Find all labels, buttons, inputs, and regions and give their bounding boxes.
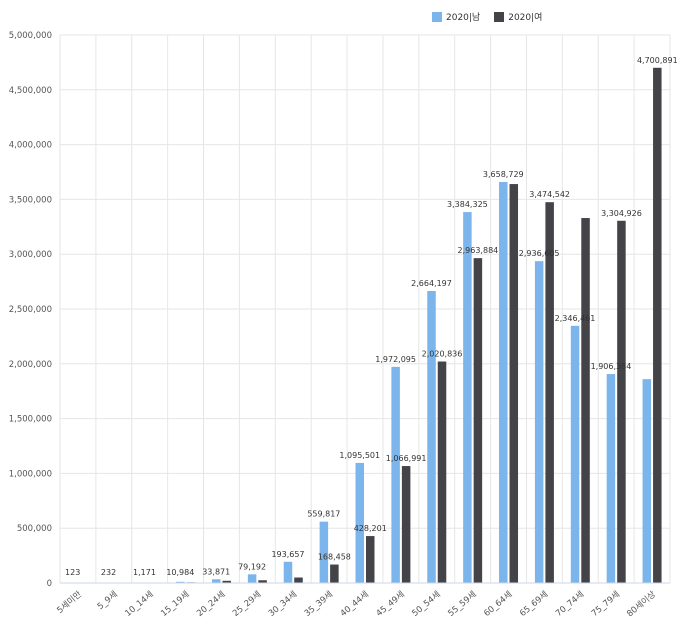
- x-tick-label: 70_74세: [554, 590, 586, 619]
- bar-female[interactable]: [509, 184, 519, 583]
- y-tick-label: 5,000,000: [9, 31, 52, 41]
- data-label: 3,384,325: [447, 200, 488, 209]
- y-tick-label: 3,000,000: [9, 250, 52, 260]
- y-tick-label: 2,500,000: [9, 305, 52, 315]
- bar-female[interactable]: [653, 67, 662, 583]
- x-tick-label: 40_44세: [339, 590, 371, 619]
- data-label: 428,201: [354, 524, 387, 533]
- data-label: 232: [101, 568, 116, 577]
- x-tick-label: 10_14세: [123, 590, 155, 619]
- y-tick-label: 0: [47, 579, 52, 589]
- data-label: 193,657: [271, 550, 304, 559]
- bar-female[interactable]: [222, 580, 231, 583]
- x-tick-label: 15_19세: [159, 590, 191, 619]
- legend-label-male: 2020|남: [446, 13, 481, 23]
- bar-female[interactable]: [294, 577, 303, 583]
- y-tick-label: 1,000,000: [9, 469, 52, 479]
- bar-male[interactable]: [463, 212, 472, 583]
- bar-male[interactable]: [355, 462, 365, 583]
- bar-female[interactable]: [617, 220, 626, 584]
- data-label: 2,936,605: [519, 249, 560, 258]
- bar-female[interactable]: [437, 361, 447, 583]
- data-label: 3,474,542: [529, 190, 570, 199]
- bar-male[interactable]: [176, 581, 185, 583]
- x-tick-label: 55_59세: [446, 590, 478, 619]
- data-label: 2,346,461: [555, 314, 596, 323]
- data-label: 1,066,991: [386, 454, 427, 463]
- bar-male[interactable]: [283, 561, 293, 583]
- data-label: 559,817: [307, 510, 340, 519]
- x-tick-label: 35_39세: [303, 590, 335, 619]
- x-tick-label: 45_49세: [375, 590, 407, 619]
- bar-female[interactable]: [330, 564, 339, 583]
- x-tick-label: 75_79세: [590, 590, 622, 619]
- data-label: 123: [65, 568, 80, 577]
- y-tick-label: 500,000: [17, 524, 52, 534]
- y-tick-label: 4,500,000: [9, 86, 52, 96]
- data-label: 3,304,926: [601, 209, 642, 218]
- y-tick-label: 1,500,000: [9, 415, 52, 425]
- x-tick-label: 65_69세: [518, 590, 550, 619]
- bar-male[interactable]: [211, 579, 221, 583]
- bar-male[interactable]: [247, 574, 257, 583]
- bar-male[interactable]: [642, 379, 652, 583]
- x-tick-label: 80세이상: [625, 589, 658, 620]
- data-label: 1,095,501: [339, 451, 380, 460]
- bar-female[interactable]: [473, 258, 483, 583]
- bar-male[interactable]: [319, 521, 329, 583]
- x-tick-label: 25_29세: [231, 590, 263, 619]
- data-label: 10,984: [166, 568, 194, 577]
- legend-item-male[interactable]: 2020|남: [432, 10, 480, 23]
- bar-female[interactable]: [545, 202, 554, 584]
- data-label: 3,658,729: [483, 170, 524, 179]
- data-label: 168,458: [318, 553, 351, 562]
- y-tick-label: 3,500,000: [9, 195, 52, 205]
- bar-female[interactable]: [581, 218, 590, 584]
- data-label: 1,972,095: [375, 355, 416, 364]
- x-tick-label: 30_34세: [267, 590, 299, 619]
- legend-swatch-male: [432, 11, 442, 22]
- y-tick-label: 2,000,000: [9, 360, 52, 370]
- data-label: 4,700,891: [637, 56, 678, 65]
- x-tick-label: 60_64세: [482, 590, 514, 619]
- x-tick-label: 20_24세: [195, 590, 227, 619]
- legend-item-female[interactable]: 2020|여: [494, 10, 542, 23]
- bar-female[interactable]: [401, 466, 411, 583]
- legend-swatch-female: [494, 11, 505, 22]
- bar-male[interactable]: [534, 261, 544, 583]
- data-label: 2,664,197: [411, 279, 452, 288]
- data-label: 79,192: [238, 562, 266, 571]
- x-tick-label: 5_9세: [96, 590, 120, 612]
- data-label: 2,020,836: [422, 350, 463, 359]
- chart-legend: 2020|남 2020|여: [432, 10, 542, 23]
- bar-female[interactable]: [258, 580, 267, 583]
- x-tick-label: 50_54세: [410, 590, 442, 619]
- bar-female[interactable]: [366, 536, 375, 583]
- data-label: 2,963,884: [458, 246, 499, 255]
- legend-label-female: 2020|여: [508, 13, 543, 23]
- bar-male[interactable]: [391, 366, 400, 583]
- bar-male[interactable]: [427, 291, 436, 583]
- y-tick-label: 4,000,000: [9, 141, 52, 151]
- data-label: 1,906,384: [591, 362, 632, 371]
- data-label: 1,171: [133, 568, 156, 577]
- bar-male[interactable]: [570, 325, 580, 583]
- data-label: 33,871: [202, 567, 230, 576]
- bar-male[interactable]: [499, 182, 508, 583]
- x-tick-label: 5세미만: [55, 590, 84, 616]
- bar-male[interactable]: [606, 374, 616, 583]
